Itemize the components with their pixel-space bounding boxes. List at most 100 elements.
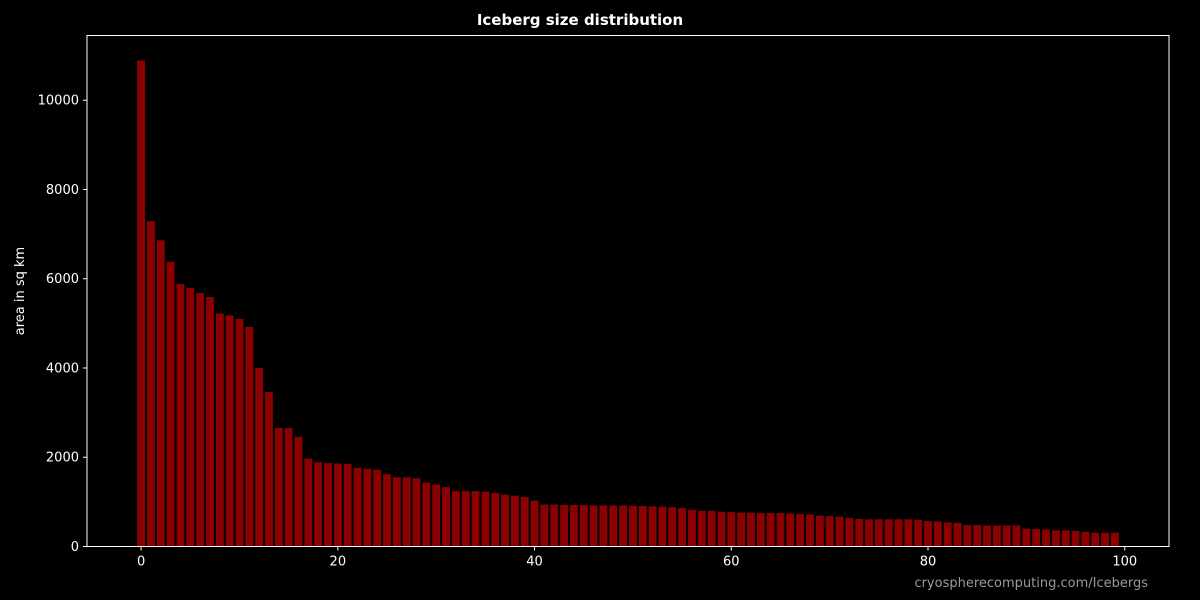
bar-98 [1101, 532, 1109, 547]
bar-75 [874, 519, 883, 547]
y-axis: 0 2000 4000 6000 8000 10000 [38, 94, 87, 555]
bar-99 [1110, 532, 1119, 547]
bar-72 [845, 517, 854, 547]
bar-90 [1022, 528, 1031, 547]
bar-96 [1081, 531, 1090, 547]
bar-64 [766, 513, 775, 547]
bar-15 [284, 428, 293, 547]
bar-12 [255, 367, 264, 547]
bar-97 [1091, 532, 1100, 547]
bar-24 [373, 469, 382, 547]
bar-85 [973, 525, 982, 547]
bar-52 [648, 506, 657, 547]
bar-6 [196, 293, 205, 547]
x-tick-label: 40 [526, 555, 543, 570]
bar-11 [245, 326, 254, 547]
bar-61 [737, 512, 746, 547]
bar-36 [491, 492, 500, 547]
bar-71 [835, 516, 844, 547]
bar-18 [314, 462, 323, 547]
bar-4 [176, 284, 185, 547]
bar-41 [540, 504, 549, 547]
bar-63 [756, 513, 765, 547]
bar-94 [1061, 530, 1070, 547]
x-tick-label: 20 [330, 555, 347, 570]
bar-40 [530, 500, 539, 547]
bar-27 [402, 477, 411, 547]
bar-73 [855, 518, 864, 547]
bar-68 [806, 514, 814, 547]
bar-53 [658, 506, 667, 547]
y-tick-label: 10000 [38, 94, 79, 109]
y-axis-label: area in sq km [13, 247, 28, 335]
bar-57 [697, 510, 706, 547]
bar-1 [147, 221, 155, 547]
bar-8 [215, 313, 224, 547]
bar-7 [206, 297, 214, 547]
bar-38 [510, 495, 519, 547]
bar-31 [442, 487, 450, 547]
bar-83 [953, 522, 962, 547]
y-tick-label: 6000 [46, 272, 79, 287]
bar-35 [481, 491, 490, 547]
plot-frame [86, 35, 1170, 547]
bar-42 [550, 504, 559, 547]
bar-17 [304, 458, 313, 547]
bar-46 [589, 505, 598, 547]
bar-26 [392, 477, 401, 547]
bar-77 [894, 519, 903, 547]
bar-82 [943, 522, 952, 547]
bar-47 [599, 505, 608, 547]
bar-32 [451, 491, 460, 547]
bar-2 [156, 240, 165, 547]
bar-20 [333, 463, 342, 547]
bar-16 [294, 436, 303, 547]
bars-group [137, 60, 1119, 547]
bar-79 [914, 519, 923, 547]
y-tick-label: 2000 [46, 451, 79, 466]
bar-59 [717, 511, 726, 547]
bar-76 [884, 519, 893, 547]
bar-87 [992, 525, 1001, 547]
bar-23 [363, 468, 372, 547]
bar-69 [815, 515, 824, 547]
bar-9 [225, 315, 234, 547]
bar-48 [609, 505, 618, 547]
x-tick-label: 0 [137, 555, 145, 570]
x-tick-label: 80 [920, 555, 937, 570]
chart-title: Iceberg size distribution [477, 11, 683, 29]
bar-51 [638, 505, 647, 547]
bar-86 [983, 525, 991, 547]
bar-10 [235, 318, 244, 547]
bar-62 [747, 512, 755, 547]
bar-80 [924, 521, 932, 547]
bar-67 [796, 513, 805, 547]
bar-81 [933, 521, 942, 547]
y-tick-label: 0 [71, 540, 79, 555]
bar-21 [343, 463, 352, 547]
bar-89 [1012, 525, 1021, 547]
x-axis: 0 20 40 60 80 100 [137, 546, 1137, 570]
bar-5 [186, 288, 195, 547]
bar-43 [560, 505, 568, 547]
bar-50 [628, 505, 637, 547]
x-tick-label: 60 [723, 555, 740, 570]
bar-34 [471, 491, 480, 547]
bar-74 [865, 519, 873, 547]
bar-91 [1032, 529, 1041, 547]
bar-70 [825, 516, 834, 547]
y-tick-label: 8000 [46, 183, 79, 198]
bar-84 [963, 525, 972, 547]
bar-78 [904, 519, 913, 547]
bar-55 [678, 508, 687, 547]
y-tick-label: 4000 [46, 361, 79, 376]
bar-19 [324, 463, 332, 547]
bar-14 [274, 427, 283, 547]
bar-29 [422, 482, 431, 547]
bar-25 [383, 474, 391, 547]
bar-37 [501, 494, 509, 547]
bar-93 [1051, 530, 1060, 547]
bar-45 [579, 505, 588, 547]
bar-56 [688, 509, 696, 547]
